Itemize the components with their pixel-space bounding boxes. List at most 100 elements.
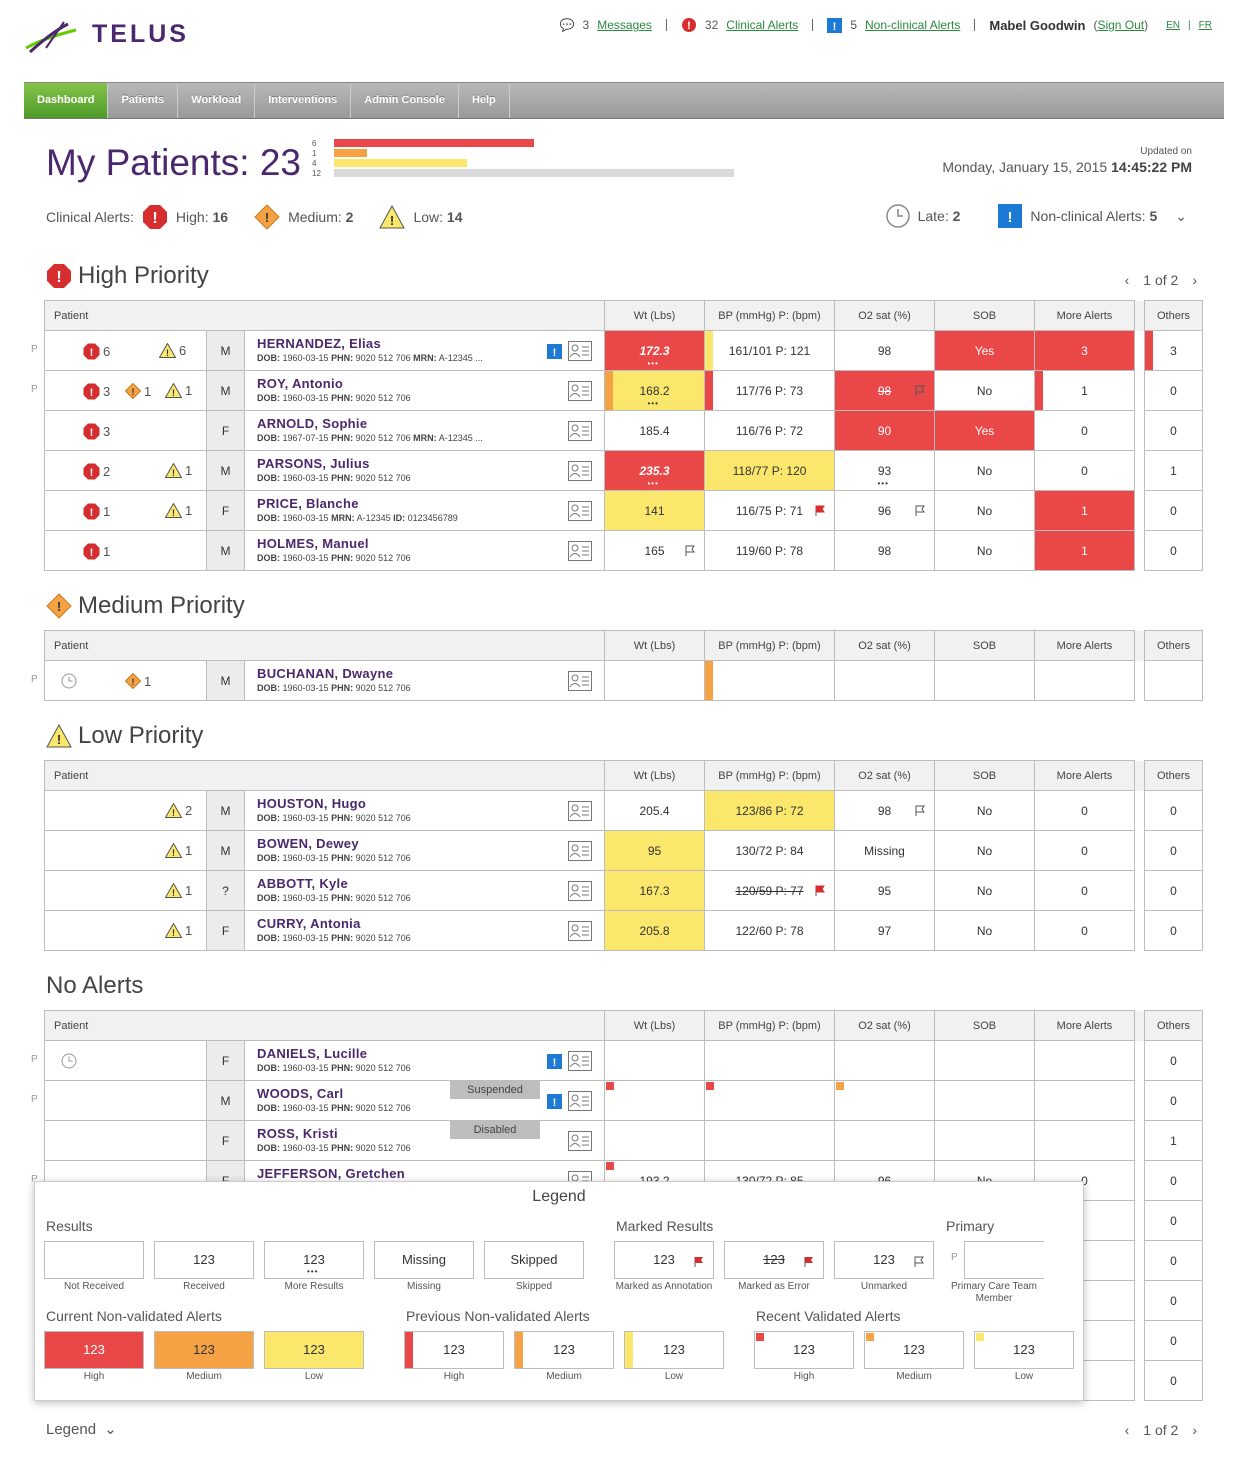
weight-cell[interactable] bbox=[604, 1120, 705, 1161]
sob-cell[interactable]: No bbox=[934, 790, 1035, 831]
weight-cell[interactable]: 168.2 ••• bbox=[604, 370, 705, 411]
blood-pressure-cell[interactable] bbox=[704, 1080, 835, 1121]
patient-card-icon[interactable] bbox=[568, 671, 592, 691]
telus-logo[interactable]: TELUS bbox=[24, 18, 214, 58]
table-row[interactable]: P F DANIELS, Lucille DOB: 1960-03-15 PHN: 9… bbox=[31, 1040, 1203, 1081]
medium-alert-count[interactable]: ! 1 bbox=[125, 383, 151, 399]
others-cell[interactable]: 0 bbox=[1144, 1040, 1203, 1081]
others-cell[interactable]: 0 bbox=[1144, 1320, 1203, 1361]
clinical-alerts-link[interactable]: Clinical Alerts bbox=[726, 18, 799, 32]
nonclinical-alerts-link[interactable]: Non-clinical Alerts bbox=[865, 18, 961, 32]
blood-pressure-cell[interactable]: 117/76 P: 73 bbox=[704, 370, 835, 411]
sob-cell[interactable]: No bbox=[934, 830, 1035, 871]
patient-card-icon[interactable] bbox=[568, 801, 592, 821]
o2-sat-cell[interactable]: 98 bbox=[834, 370, 935, 411]
tab-interventions[interactable]: Interventions bbox=[255, 83, 352, 118]
high-alert-count[interactable]: ! 3 bbox=[83, 383, 110, 400]
blood-pressure-cell[interactable]: 161/101 P: 121 bbox=[704, 330, 835, 371]
patient-name-link[interactable]: PARSONS, Julius bbox=[257, 456, 370, 471]
others-cell[interactable]: 0 bbox=[1144, 1080, 1203, 1121]
sob-cell[interactable]: No bbox=[934, 490, 1035, 531]
more-results-dots-icon[interactable]: ••• bbox=[647, 359, 659, 368]
weight-cell[interactable]: 95 bbox=[604, 830, 705, 871]
weight-cell[interactable]: 205.8 bbox=[604, 910, 705, 951]
more-results-dots-icon[interactable]: ••• bbox=[647, 479, 659, 488]
others-cell[interactable]: 0 bbox=[1144, 1280, 1203, 1321]
low-alert-count[interactable]: ! 1 bbox=[165, 503, 192, 518]
medium-alert-count[interactable]: ! 1 bbox=[125, 673, 151, 689]
low-alert-count[interactable]: ! 1 bbox=[165, 923, 192, 938]
tab-dashboard[interactable]: Dashboard bbox=[24, 83, 109, 118]
patient-name-link[interactable]: HERNANDEZ, Elias bbox=[257, 336, 381, 351]
sob-cell[interactable]: No bbox=[934, 530, 1035, 571]
patient-name-link[interactable]: CURRY, Antonia bbox=[257, 916, 361, 931]
weight-cell[interactable]: 185.4 bbox=[604, 410, 705, 451]
sob-cell[interactable]: No bbox=[934, 910, 1035, 951]
low-alert-count[interactable]: ! 6 bbox=[159, 343, 186, 358]
patient-card-icon[interactable] bbox=[568, 381, 592, 401]
tab-patients[interactable]: Patients bbox=[108, 83, 179, 118]
chevron-down-icon[interactable]: ⌄ bbox=[1175, 207, 1187, 224]
o2-sat-cell[interactable] bbox=[834, 1120, 935, 1161]
weight-cell[interactable]: 172.3 ••• bbox=[604, 330, 705, 371]
weight-cell[interactable]: 141 bbox=[604, 490, 705, 531]
o2-sat-cell[interactable] bbox=[834, 1080, 935, 1121]
tab-admin-console[interactable]: Admin Console bbox=[351, 83, 459, 118]
others-cell[interactable]: 0 bbox=[1144, 1160, 1203, 1201]
patient-name-link[interactable]: ROY, Antonio bbox=[257, 376, 344, 391]
o2-sat-cell[interactable]: 98 bbox=[834, 330, 935, 371]
tab-workload[interactable]: Workload bbox=[178, 83, 256, 118]
patient-name-link[interactable]: WOODS, Carl bbox=[257, 1086, 344, 1101]
more-alerts-cell[interactable]: 3 bbox=[1034, 330, 1135, 371]
low-alert-count[interactable]: ! 1 bbox=[165, 383, 192, 398]
lang-fr-link[interactable]: FR bbox=[1198, 19, 1212, 31]
blood-pressure-cell[interactable]: 116/76 P: 72 bbox=[704, 410, 835, 451]
others-cell[interactable]: 0 bbox=[1144, 1240, 1203, 1281]
weight-cell[interactable]: 165 bbox=[604, 530, 705, 571]
more-results-dots-icon[interactable]: ••• bbox=[647, 399, 659, 408]
patient-name-link[interactable]: HOLMES, Manuel bbox=[257, 536, 369, 551]
table-row[interactable]: P M WOODS, Carl DOB: 1960-03-15 PHN: 9020 5… bbox=[31, 1080, 1203, 1121]
others-cell[interactable]: 3 bbox=[1144, 330, 1203, 371]
patient-card-icon[interactable] bbox=[568, 1091, 592, 1111]
more-alerts-cell[interactable]: 0 bbox=[1034, 910, 1135, 951]
high-alert-count[interactable]: ! 1 bbox=[83, 543, 110, 560]
table-row[interactable]: ! 1 F CURRY, Antonia DOB: 1960-03-15 PHN: 90… bbox=[44, 910, 1203, 951]
high-alert-count[interactable]: ! 2 bbox=[83, 463, 110, 480]
nonclinical-alert-icon[interactable]: ! bbox=[547, 344, 562, 359]
blood-pressure-cell[interactable] bbox=[704, 1120, 835, 1161]
weight-cell[interactable] bbox=[604, 660, 705, 701]
legend-toggle[interactable]: Legend ⌄ bbox=[46, 1420, 117, 1439]
more-alerts-cell[interactable]: 1 bbox=[1034, 370, 1135, 411]
high-alert-count[interactable]: ! 1 bbox=[83, 503, 110, 520]
weight-cell[interactable]: 205.4 bbox=[604, 790, 705, 831]
o2-sat-cell[interactable]: 98 bbox=[834, 530, 935, 571]
more-results-dots-icon[interactable]: ••• bbox=[877, 479, 889, 488]
more-alerts-cell[interactable]: 1 bbox=[1034, 530, 1135, 571]
blood-pressure-cell[interactable]: 120/59 P: 77 bbox=[704, 870, 835, 911]
patient-name-link[interactable]: ROSS, Kristi bbox=[257, 1126, 338, 1141]
more-alerts-cell[interactable]: 0 bbox=[1034, 870, 1135, 911]
sob-cell[interactable] bbox=[934, 1120, 1035, 1161]
flag-outline-icon[interactable] bbox=[914, 385, 926, 397]
o2-sat-cell[interactable]: 90 bbox=[834, 410, 935, 451]
sob-cell[interactable]: Yes bbox=[934, 410, 1035, 451]
others-cell[interactable]: 0 bbox=[1144, 1200, 1203, 1241]
patient-card-icon[interactable] bbox=[568, 501, 592, 521]
o2-sat-cell[interactable]: 93 ••• bbox=[834, 450, 935, 491]
weight-cell[interactable]: 235.3 ••• bbox=[604, 450, 705, 491]
others-cell[interactable]: 0 bbox=[1144, 830, 1203, 871]
more-alerts-cell[interactable]: 1 bbox=[1034, 490, 1135, 531]
blood-pressure-cell[interactable] bbox=[704, 1040, 835, 1081]
others-cell[interactable]: 0 bbox=[1144, 530, 1203, 571]
blood-pressure-cell[interactable]: 116/75 P: 71 bbox=[704, 490, 835, 531]
table-row[interactable]: P! 3! 1! 1 M ROY, Antonio DOB: 1960-03-15 PHN:… bbox=[31, 370, 1203, 411]
o2-sat-cell[interactable]: 97 bbox=[834, 910, 935, 951]
table-row[interactable]: ! 2! 1 M PARSONS, Julius DOB: 1960-03-15 PHN:… bbox=[44, 450, 1203, 491]
more-alerts-cell[interactable]: 0 bbox=[1034, 830, 1135, 871]
low-alert-count[interactable]: ! 1 bbox=[165, 883, 192, 898]
blood-pressure-cell[interactable]: 118/77 P: 120 bbox=[704, 450, 835, 491]
table-row[interactable]: ! 1! 1 F PRICE, Blanche DOB: 1960-03-15 MRN: … bbox=[44, 490, 1203, 531]
patient-name-link[interactable]: DANIELS, Lucille bbox=[257, 1046, 368, 1061]
patient-name-link[interactable]: JEFFERSON, Gretchen bbox=[257, 1166, 406, 1181]
